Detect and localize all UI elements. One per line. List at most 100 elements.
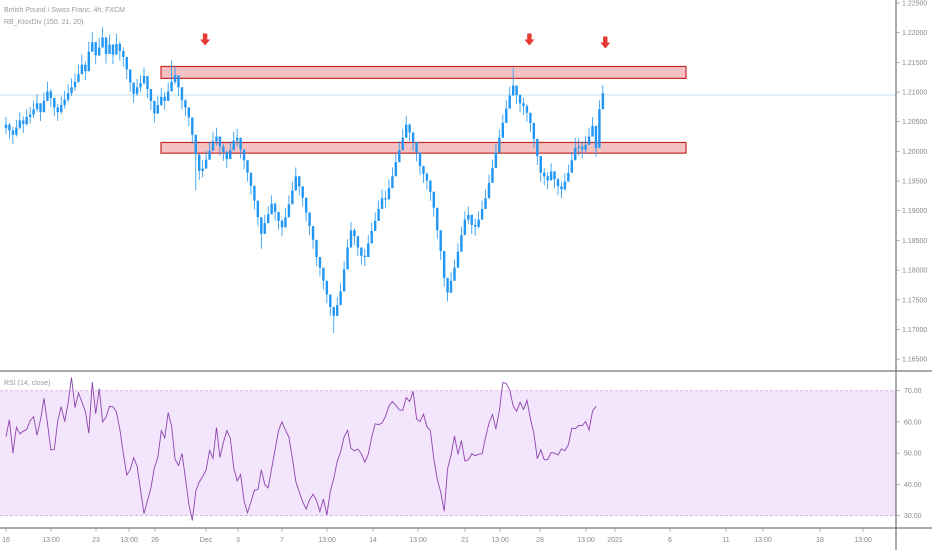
candle-body <box>556 179 560 187</box>
candle <box>342 261 346 292</box>
candle <box>522 97 525 116</box>
rsi-tick-label: 50.00 <box>904 451 922 458</box>
candle-body <box>587 136 591 145</box>
candle <box>63 90 66 109</box>
candle-body <box>329 294 332 307</box>
down-arrow-marker[interactable] <box>600 36 611 49</box>
candle-body <box>239 137 242 150</box>
candle-body <box>87 51 90 72</box>
candle <box>377 200 380 221</box>
candle-body <box>346 247 349 270</box>
candle-body <box>232 140 235 151</box>
candle <box>277 211 280 230</box>
candle-body <box>11 130 15 135</box>
candle <box>460 226 463 252</box>
candle <box>77 64 80 84</box>
candle <box>515 85 518 104</box>
candle <box>201 160 204 178</box>
candle-body <box>411 132 415 142</box>
time-tick-label: 26 <box>151 537 159 544</box>
candle <box>360 247 363 265</box>
resistance-zone-2[interactable] <box>160 141 687 154</box>
time-tick-label: 13:00 <box>491 537 509 544</box>
candle-body <box>184 100 187 108</box>
candle <box>436 207 439 240</box>
candle-body <box>536 138 539 157</box>
candle-series <box>4 27 605 334</box>
indicator-title: RB_KtoxDiv (150, 21, 20) <box>4 19 83 26</box>
candle <box>139 74 142 93</box>
candle-body <box>298 176 301 187</box>
candle-body <box>491 167 494 183</box>
candle <box>422 165 425 183</box>
time-tick-label: 18 <box>816 537 824 544</box>
candle <box>391 167 394 189</box>
candle <box>477 211 480 229</box>
candle-body <box>332 306 335 316</box>
price-tick-label: 1.22500 <box>902 0 927 7</box>
candle-body <box>508 95 511 109</box>
candle <box>294 167 297 191</box>
down-arrow-marker[interactable] <box>524 33 535 46</box>
candle <box>577 138 580 156</box>
candle <box>505 99 508 123</box>
candle-body <box>215 136 218 142</box>
candle-body <box>460 235 463 252</box>
candle <box>346 239 349 270</box>
candle <box>156 96 159 114</box>
candle-body <box>94 42 97 56</box>
candle-body <box>456 251 460 268</box>
candle-body <box>353 230 356 237</box>
candle-body <box>104 37 108 55</box>
candle-body <box>125 56 128 70</box>
candle <box>398 141 401 163</box>
candle-body <box>408 124 411 133</box>
candle-body <box>549 171 553 181</box>
rsi-axis[interactable]: 70.00 60.00 50.00 40.00 30.00 <box>896 388 922 520</box>
candle-body <box>235 137 239 141</box>
price-tick-label: 1.22000 <box>902 30 927 37</box>
candle <box>222 143 225 161</box>
candle <box>456 243 460 268</box>
candle <box>180 87 184 110</box>
candle-body <box>97 47 101 56</box>
candle <box>556 178 560 196</box>
candle <box>553 170 556 189</box>
time-tick-label: 13:00 <box>409 537 427 544</box>
candle <box>536 138 539 166</box>
candle-body <box>118 43 122 52</box>
candle-body <box>153 100 156 114</box>
candle-body <box>322 267 325 281</box>
candle <box>87 41 90 72</box>
candle <box>415 141 418 162</box>
down-arrow-marker[interactable] <box>200 33 211 46</box>
candle <box>149 89 153 110</box>
time-axis[interactable]: 16 13:00 23 13:00 26 Dec 3 7 13:00 14 13:00 21 13:00… <box>2 528 872 544</box>
candle-body <box>470 214 473 225</box>
candle-body <box>146 75 149 90</box>
candle <box>563 173 567 191</box>
candle-body <box>339 291 342 306</box>
candle-body <box>101 37 104 48</box>
candle <box>405 115 408 138</box>
candle <box>491 159 494 183</box>
candle <box>56 103 59 122</box>
time-tick-label: 13:00 <box>577 537 595 544</box>
candle-body <box>46 91 49 101</box>
price-tick-label: 1.18000 <box>902 268 927 275</box>
candle-body <box>25 116 28 125</box>
candle <box>229 141 232 160</box>
price-tick-label: 1.20000 <box>902 149 927 156</box>
candle <box>494 144 498 168</box>
resistance-zone-1[interactable] <box>160 65 687 79</box>
candle <box>336 296 339 316</box>
candle <box>22 116 25 133</box>
candle-body <box>439 230 442 252</box>
price-axis[interactable]: 1.22500 1.22000 1.21500 1.21000 1.20500 1.200… <box>896 0 927 364</box>
candle <box>280 219 284 237</box>
candle-body <box>198 154 201 171</box>
candle <box>46 81 49 101</box>
candle-body <box>594 125 598 148</box>
candle <box>170 60 173 92</box>
